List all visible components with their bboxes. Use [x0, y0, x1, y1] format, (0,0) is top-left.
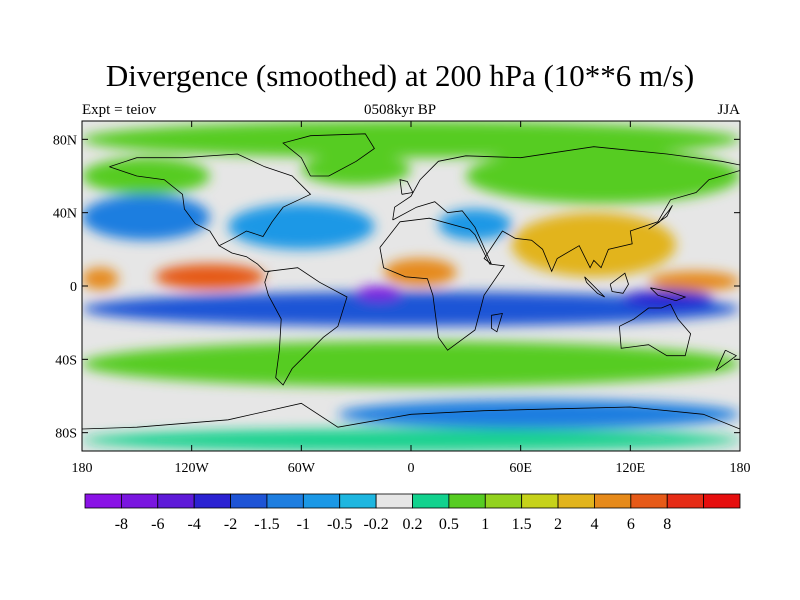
field-band-maritime-navy — [621, 289, 713, 309]
field-band-mideast-blue — [438, 209, 512, 241]
lat-tick-label: 40N — [53, 207, 77, 222]
colorbar-label: -4 — [188, 516, 201, 533]
colorbar-swatch — [594, 493, 632, 509]
colorbar-swatch — [448, 493, 486, 509]
field-band-eurasia-green — [465, 148, 740, 204]
coastline-antarctica — [82, 402, 740, 430]
colorbar-swatch — [703, 493, 741, 509]
colorbar-label: 1.5 — [512, 516, 532, 533]
field-band-e-pacific-red — [155, 264, 265, 290]
colorbar-label: -6 — [151, 516, 164, 533]
colorbar-label: 0.2 — [403, 516, 423, 533]
coastline-south-america — [264, 267, 348, 386]
field-band-asia-orange — [511, 212, 677, 277]
coastline-sumatra — [584, 276, 605, 298]
field-band-s-ocean-blue — [337, 399, 740, 430]
colorbar-swatch — [484, 493, 523, 509]
season-label: JJA — [717, 102, 740, 118]
colorbar-swatch — [557, 493, 595, 509]
colorbar-label: 1 — [481, 516, 489, 533]
colorbar-label: -0.2 — [363, 516, 388, 533]
colorbar-label: 8 — [663, 516, 671, 533]
colorbar-swatch — [302, 493, 341, 509]
plot-title: Divergence (smoothed) at 200 hPa (10**6 … — [105, 58, 695, 93]
lon-tick-label: 60W — [288, 461, 316, 476]
colorbar-swatch — [84, 493, 122, 509]
field-band-n-pacific-blue — [82, 194, 210, 241]
field-band-s-mid-green — [82, 341, 740, 387]
coastline-greenland — [282, 133, 375, 177]
colorbar-swatch — [193, 493, 231, 509]
colorbar-label: -2 — [224, 516, 237, 533]
coastline-britain — [399, 179, 414, 195]
colorbar-swatch — [266, 493, 304, 509]
lon-tick-label: 60E — [509, 461, 532, 476]
colorbar-label: 0.5 — [439, 516, 459, 533]
lon-tick-label: 180 — [730, 461, 751, 476]
colorbar-label: -1.5 — [254, 516, 279, 533]
field-band-date-line-orange — [82, 267, 119, 290]
field-band-africa-red — [383, 258, 457, 286]
lat-tick-label: 0 — [70, 280, 77, 295]
period-label: 0508kyr BP — [363, 102, 437, 118]
colorbar-label: -0.5 — [327, 516, 352, 533]
colorbar-swatch — [230, 493, 268, 509]
coastline-new-zealand — [715, 349, 738, 372]
colorbar-label: -1 — [297, 516, 310, 533]
colorbar-label: 4 — [590, 516, 598, 533]
field-band-arctic — [82, 121, 740, 158]
lon-tick-label: 120W — [175, 461, 210, 476]
coastline-madagascar — [490, 313, 503, 333]
lon-tick-label: 0 — [408, 461, 415, 476]
colorbar-swatch — [630, 493, 668, 509]
field-band-n-pacific-green — [82, 157, 210, 195]
coastline-australia — [619, 303, 692, 357]
coastline-central-america — [218, 245, 271, 272]
colorbar-swatch — [157, 493, 195, 509]
lat-tick-label: 80S — [55, 427, 77, 442]
experiment-label: Expt = teiov — [82, 102, 157, 118]
field-band-w-pacific-red — [648, 271, 740, 292]
field-band-s-tropics-blue — [82, 291, 740, 327]
map-axes: 80N 40N 0 40S 80S 180 120W 60W 0 60E 120E 180 — [53, 121, 751, 476]
colorbar-swatch — [375, 493, 413, 509]
lon-tick-label: 120E — [616, 461, 646, 476]
colorbar-label: 6 — [627, 516, 635, 533]
field-band-n-america-blue — [228, 203, 375, 250]
lat-tick-label: 40S — [55, 353, 77, 368]
coastlines — [82, 133, 740, 430]
lon-tick-label: 180 — [72, 461, 93, 476]
colorbar-swatch — [521, 493, 559, 509]
colorbar-label: -8 — [115, 516, 128, 533]
coastline-japan — [648, 205, 673, 230]
coastline-borneo — [609, 272, 629, 294]
coastline-north-america — [109, 153, 312, 247]
lat-tick-label: 80N — [53, 133, 77, 148]
colorbar-label: 2 — [554, 516, 562, 533]
colorbar: -8 -6 -4 -2 -1.5 -1 -0.5 -0.2 0.2 0.5 1 1.5 2 4 6 8 — [84, 493, 741, 533]
colorbar-swatch — [120, 493, 159, 509]
colorbar-swatch — [339, 493, 377, 509]
divergence-field — [82, 121, 740, 451]
coastline-new-guinea — [650, 287, 687, 302]
field-band-antarctic-green — [82, 429, 740, 451]
colorbar-swatch — [412, 493, 450, 509]
coastline-africa — [379, 217, 505, 351]
colorbar-swatch — [666, 493, 705, 509]
field-band-atlantic-purple — [356, 286, 402, 301]
field-band-n-atlantic-green — [301, 154, 411, 186]
